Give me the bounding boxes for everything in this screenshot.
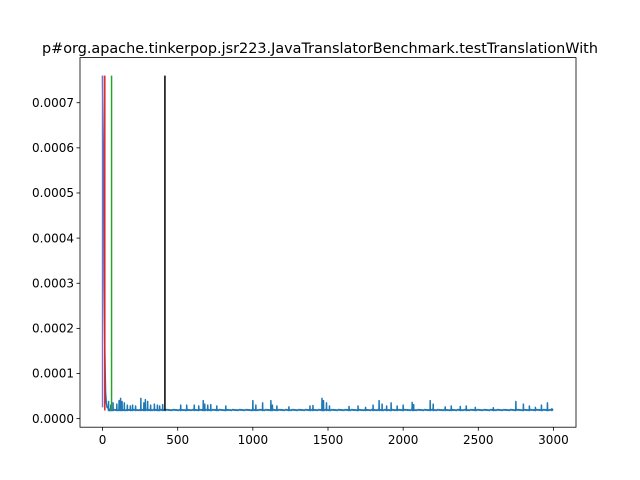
axes-frame — [79, 57, 577, 428]
chart-title: p#org.apache.tinkerpop.jsr223.JavaTransl… — [42, 41, 598, 57]
y-tick-label: 0.0003 — [32, 276, 74, 290]
y-tick-label: 0.0000 — [32, 412, 74, 426]
x-tick-label: 1500 — [313, 433, 344, 447]
plot-area — [101, 75, 554, 412]
x-tick-label: 3000 — [538, 433, 569, 447]
y-axis: 0.0000 0.0001 0.0002 0.0003 0.0004 0.0005 0.00… — [32, 96, 80, 426]
x-tick-label: 2000 — [388, 433, 419, 447]
y-tick-label: 0.0004 — [32, 231, 74, 245]
x-tick-label: 1000 — [238, 433, 269, 447]
y-tick-label: 0.0005 — [32, 186, 74, 200]
x-axis: 0 500 1000 1500 2000 2500 3000 — [99, 427, 569, 447]
x-tick-label: 2500 — [463, 433, 494, 447]
y-tick-label: 0.0007 — [32, 96, 74, 110]
x-tick-label: 500 — [166, 433, 189, 447]
y-tick-label: 0.0001 — [32, 367, 74, 381]
y-tick-label: 0.0006 — [32, 141, 74, 155]
x-tick-label: 0 — [99, 433, 107, 447]
y-tick-label: 0.0002 — [32, 322, 74, 336]
